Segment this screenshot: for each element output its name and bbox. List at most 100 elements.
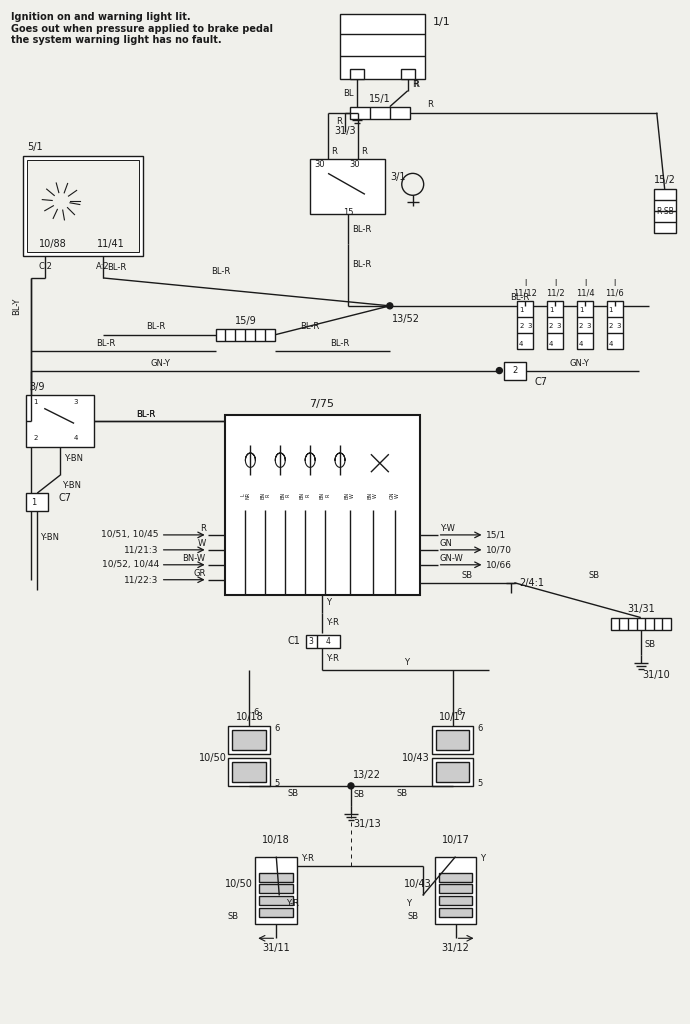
Bar (215, 329, 275, 341)
Text: GN-W: GN-W (440, 554, 464, 563)
Text: 13/52: 13/52 (392, 313, 420, 324)
Text: 3/9: 3/9 (29, 382, 45, 391)
Text: BN
R: BN R (300, 492, 310, 499)
Text: 4: 4 (74, 435, 78, 441)
Text: 30: 30 (350, 160, 360, 169)
Text: BL-Y: BL-Y (12, 297, 21, 314)
Bar (439, 872, 473, 882)
Text: BN
W: BN W (345, 492, 355, 499)
Bar (350, 69, 364, 79)
Text: 5: 5 (477, 779, 483, 788)
Bar (226, 416, 420, 595)
Text: 10/17: 10/17 (439, 712, 466, 722)
Bar (577, 301, 593, 348)
Text: 11/22:3: 11/22:3 (124, 575, 159, 585)
Text: BL-R: BL-R (97, 339, 116, 348)
Text: 1: 1 (33, 399, 37, 406)
Text: BN
R: BN R (280, 492, 290, 499)
Bar (228, 726, 270, 754)
Text: 2: 2 (519, 323, 524, 329)
Text: R-SB: R-SB (656, 207, 673, 216)
Text: BL-R: BL-R (211, 267, 230, 276)
Text: BL-R: BL-R (136, 410, 155, 419)
Text: BN
R: BN R (320, 492, 331, 499)
Text: R: R (331, 147, 337, 156)
Text: R: R (412, 80, 417, 89)
Text: SB: SB (589, 571, 600, 581)
Text: R: R (336, 117, 342, 126)
Bar (23, 157, 143, 256)
Text: BL-R: BL-R (331, 339, 350, 348)
Text: 10/18: 10/18 (235, 712, 264, 722)
Text: Y-BN: Y-BN (40, 534, 59, 543)
Text: A:2: A:2 (96, 262, 110, 271)
Text: 10/50: 10/50 (199, 753, 226, 763)
Text: Y-W: Y-W (440, 524, 455, 534)
Bar (432, 726, 473, 754)
Text: 2: 2 (549, 323, 553, 329)
Bar (233, 762, 266, 782)
Text: 3/1: 3/1 (390, 172, 405, 182)
Text: SB: SB (228, 911, 239, 921)
Text: GN-Y: GN-Y (569, 359, 589, 368)
Text: 1: 1 (609, 307, 613, 312)
Text: 10/70: 10/70 (486, 546, 513, 554)
Text: 31/10: 31/10 (643, 671, 671, 680)
Text: 10/43: 10/43 (404, 880, 432, 890)
Bar (401, 69, 415, 79)
Text: Y-R: Y-R (326, 618, 339, 627)
Bar (340, 14, 424, 79)
Text: SB: SB (354, 791, 365, 800)
Text: 11/21:3: 11/21:3 (124, 546, 159, 554)
Bar (28, 161, 139, 252)
Circle shape (348, 783, 354, 788)
Text: BN-W: BN-W (182, 554, 206, 563)
Text: 13/22: 13/22 (353, 770, 381, 780)
Text: 1: 1 (519, 307, 524, 312)
Bar (435, 857, 477, 925)
Text: BL-R: BL-R (301, 323, 319, 331)
Circle shape (496, 368, 502, 374)
Text: l: l (613, 280, 616, 289)
Text: GN
W: GN W (390, 492, 400, 499)
Text: l: l (584, 280, 586, 289)
Text: C:2: C:2 (38, 262, 52, 271)
Text: 5: 5 (275, 779, 279, 788)
Text: Y-R: Y-R (286, 899, 299, 908)
Text: 3: 3 (527, 323, 531, 329)
Text: 3: 3 (74, 399, 79, 406)
Text: 10/43: 10/43 (402, 753, 430, 763)
Text: 31/13: 31/13 (353, 819, 381, 828)
Text: W: W (197, 540, 206, 549)
Bar (26, 494, 48, 511)
Text: Y-BN: Y-BN (62, 480, 81, 489)
Bar (255, 857, 297, 925)
Text: 1: 1 (31, 498, 37, 507)
Text: C1: C1 (287, 637, 300, 646)
Bar (518, 301, 533, 348)
Text: l: l (524, 280, 526, 289)
Text: R: R (413, 80, 419, 89)
Bar (432, 758, 473, 785)
Text: Y: Y (480, 854, 486, 863)
Text: Ignition on and warning light lit.
Goes out when pressure applied to brake pedal: Ignition on and warning light lit. Goes … (11, 12, 273, 45)
Text: 31/11: 31/11 (262, 943, 290, 953)
Text: 2/4:1: 2/4:1 (520, 578, 544, 588)
Text: 15/9: 15/9 (235, 315, 256, 326)
Bar (439, 908, 473, 918)
Text: C7: C7 (534, 377, 547, 386)
Text: L
NR: L NR (240, 492, 250, 499)
Text: SB: SB (396, 790, 407, 799)
Text: Y: Y (404, 657, 409, 667)
Text: 11/41: 11/41 (97, 239, 125, 249)
Text: 10/50: 10/50 (224, 880, 253, 890)
Text: 10/52, 10/44: 10/52, 10/44 (101, 560, 159, 569)
Text: BL-R: BL-R (107, 263, 126, 272)
Text: Y: Y (406, 899, 411, 908)
Text: 11/2: 11/2 (546, 289, 564, 297)
Text: 6: 6 (477, 724, 483, 732)
Text: GN: GN (440, 540, 453, 549)
Text: 6: 6 (253, 708, 259, 717)
Circle shape (387, 303, 393, 309)
Text: BL-R: BL-R (352, 224, 371, 233)
